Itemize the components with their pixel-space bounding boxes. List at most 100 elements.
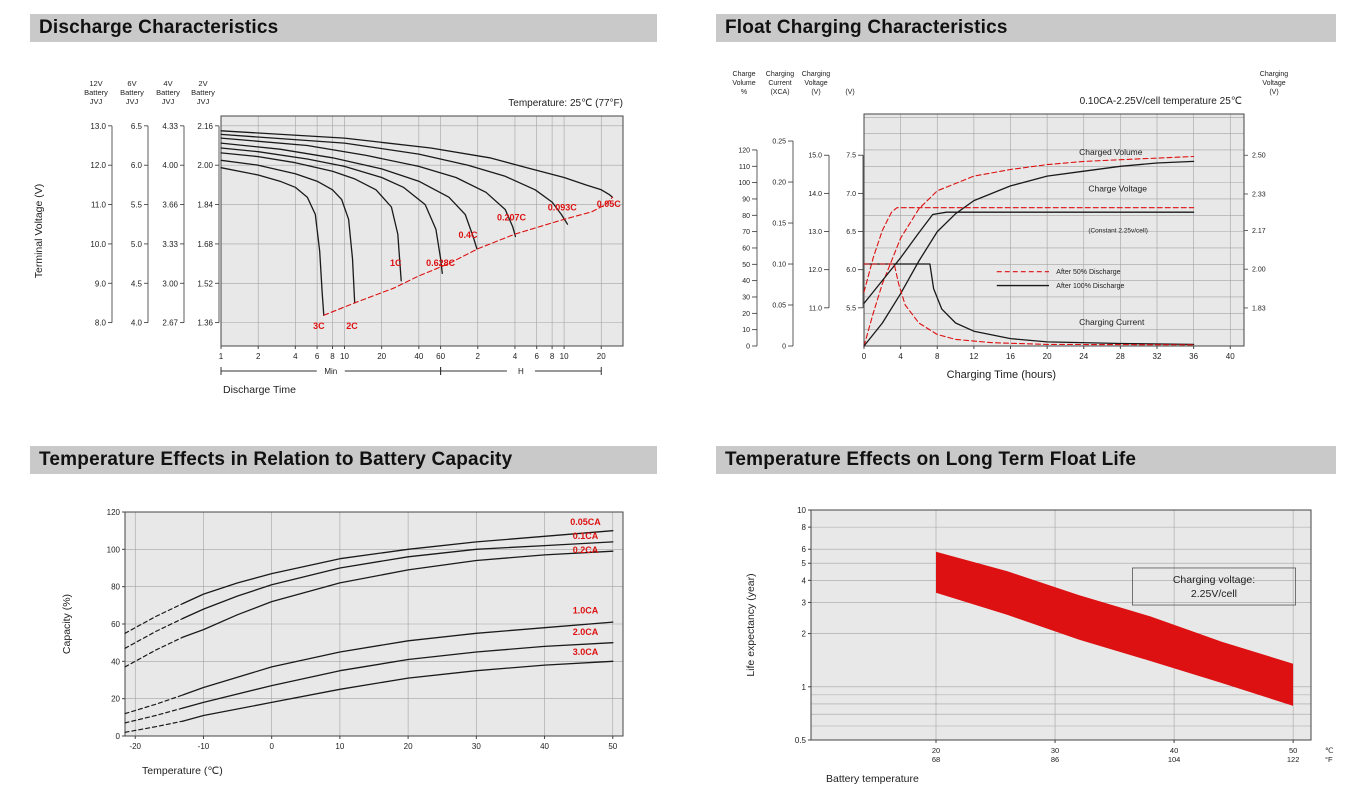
- svg-text:20: 20: [597, 352, 606, 361]
- svg-text:36: 36: [1189, 352, 1198, 361]
- svg-text:32: 32: [1153, 352, 1162, 361]
- svg-text:Current: Current: [768, 80, 791, 87]
- svg-text:5.5: 5.5: [131, 201, 143, 210]
- svg-text:40: 40: [414, 352, 423, 361]
- svg-text:0.093C: 0.093C: [548, 203, 578, 213]
- svg-text:2.67: 2.67: [162, 319, 178, 328]
- discharge-characteristics-title: Discharge Characteristics: [30, 14, 657, 42]
- svg-text:3C: 3C: [313, 321, 325, 331]
- svg-text:20: 20: [377, 352, 386, 361]
- svg-text:7.0: 7.0: [846, 191, 856, 198]
- svg-text:20: 20: [404, 742, 413, 751]
- svg-text:30: 30: [472, 742, 481, 751]
- svg-text:6V: 6V: [127, 79, 136, 88]
- svg-text:JVJ: JVJ: [90, 97, 103, 106]
- svg-text:12V: 12V: [89, 79, 102, 88]
- svg-text:40: 40: [742, 278, 750, 285]
- svg-text:12.0: 12.0: [808, 267, 822, 274]
- svg-text:40: 40: [540, 742, 549, 751]
- svg-text:3.00: 3.00: [162, 279, 178, 288]
- float-charging-characteristics-title: Float Charging Characteristics: [716, 14, 1336, 42]
- svg-text:%: %: [741, 89, 747, 96]
- svg-text:Battery temperature: Battery temperature: [826, 773, 919, 785]
- svg-text:2.17: 2.17: [1252, 228, 1266, 235]
- svg-text:Battery: Battery: [156, 88, 180, 97]
- svg-text:(Constant 2.25v/cell): (Constant 2.25v/cell): [1088, 228, 1148, 235]
- svg-text:2.16: 2.16: [197, 122, 213, 131]
- svg-text:3.66: 3.66: [162, 201, 178, 210]
- svg-text:20: 20: [1043, 352, 1052, 361]
- svg-text:2V: 2V: [198, 79, 207, 88]
- svg-text:10.0: 10.0: [90, 240, 106, 249]
- svg-text:0: 0: [862, 352, 867, 361]
- svg-text:104: 104: [1168, 755, 1181, 764]
- svg-text:-20: -20: [129, 742, 141, 751]
- svg-text:4: 4: [293, 352, 298, 361]
- capacity-temperature-chart: -20 -10 0 10 20 30 40 50 0 20 40 60 80 100 120 Temperat…: [61, 508, 624, 777]
- svg-text:H: H: [518, 367, 524, 376]
- svg-text:Battery: Battery: [191, 88, 215, 97]
- svg-text:2: 2: [256, 352, 261, 361]
- svg-text:14.0: 14.0: [808, 191, 822, 198]
- svg-text:5: 5: [802, 559, 807, 568]
- svg-text:4: 4: [802, 576, 807, 585]
- svg-text:4.00: 4.00: [162, 161, 178, 170]
- svg-text:°F: °F: [1325, 755, 1333, 764]
- svg-text:15.0: 15.0: [808, 153, 822, 160]
- svg-text:120: 120: [738, 147, 750, 154]
- svg-text:Capacity (%): Capacity (%): [61, 594, 73, 654]
- svg-text:2C: 2C: [346, 321, 358, 331]
- svg-text:1.0CA: 1.0CA: [573, 606, 599, 616]
- svg-text:0.10: 0.10: [772, 262, 786, 269]
- svg-text:30: 30: [742, 294, 750, 301]
- svg-text:0.15: 0.15: [772, 221, 786, 228]
- svg-text:8.0: 8.0: [95, 319, 107, 328]
- svg-text:2.33: 2.33: [1252, 191, 1266, 198]
- svg-text:Volume: Volume: [732, 80, 755, 87]
- svg-text:60: 60: [111, 620, 120, 629]
- svg-text:4.5: 4.5: [131, 279, 143, 288]
- svg-text:20: 20: [111, 695, 120, 704]
- svg-text:40: 40: [111, 657, 120, 666]
- svg-text:11.0: 11.0: [91, 201, 107, 210]
- svg-text:86: 86: [1051, 755, 1059, 764]
- svg-text:8: 8: [802, 523, 807, 532]
- svg-text:(V): (V): [845, 89, 854, 96]
- svg-text:JVJ: JVJ: [197, 97, 210, 106]
- svg-text:1.83: 1.83: [1252, 305, 1266, 312]
- svg-text:2.00: 2.00: [1252, 267, 1266, 274]
- discharge-chart: 1 2 4 6 8 10 20 40 60 2 4 6 8 10 20 Min H Discharge Time T…: [33, 79, 624, 396]
- svg-text:Voltage: Voltage: [804, 80, 827, 87]
- svg-text:30: 30: [1051, 746, 1059, 755]
- svg-text:0: 0: [116, 732, 121, 741]
- svg-text:Temperature (℃): Temperature (℃): [142, 765, 223, 777]
- svg-text:0.05C: 0.05C: [597, 199, 622, 209]
- svg-text:After 100% Discharge: After 100% Discharge: [1056, 283, 1124, 290]
- svg-text:0.5: 0.5: [795, 736, 807, 745]
- svg-text:Battery: Battery: [120, 88, 144, 97]
- svg-text:Charging: Charging: [1260, 71, 1289, 78]
- svg-text:-10: -10: [198, 742, 210, 751]
- svg-text:2.00: 2.00: [197, 161, 213, 170]
- svg-text:70: 70: [742, 229, 750, 236]
- svg-text:10: 10: [560, 352, 569, 361]
- float-life-title: Temperature Effects on Long Term Float L…: [716, 446, 1336, 474]
- svg-text:110: 110: [739, 164, 750, 171]
- svg-text:6.5: 6.5: [846, 229, 856, 236]
- svg-text:0.4C: 0.4C: [458, 230, 478, 240]
- svg-text:3.33: 3.33: [162, 240, 178, 249]
- svg-text:2.50: 2.50: [1252, 153, 1266, 160]
- svg-text:(V): (V): [1269, 89, 1278, 96]
- svg-text:℃: ℃: [1325, 746, 1334, 755]
- svg-text:Charging Current: Charging Current: [1079, 317, 1145, 327]
- svg-text:5.5: 5.5: [846, 305, 856, 312]
- svg-text:10: 10: [335, 742, 344, 751]
- svg-text:50: 50: [742, 262, 750, 269]
- svg-text:6: 6: [315, 352, 320, 361]
- svg-text:(V): (V): [811, 89, 820, 96]
- svg-text:1.84: 1.84: [197, 201, 213, 210]
- svg-text:8: 8: [935, 352, 940, 361]
- svg-text:2.0CA: 2.0CA: [573, 627, 599, 637]
- svg-text:0: 0: [269, 742, 274, 751]
- svg-text:13.0: 13.0: [90, 122, 106, 131]
